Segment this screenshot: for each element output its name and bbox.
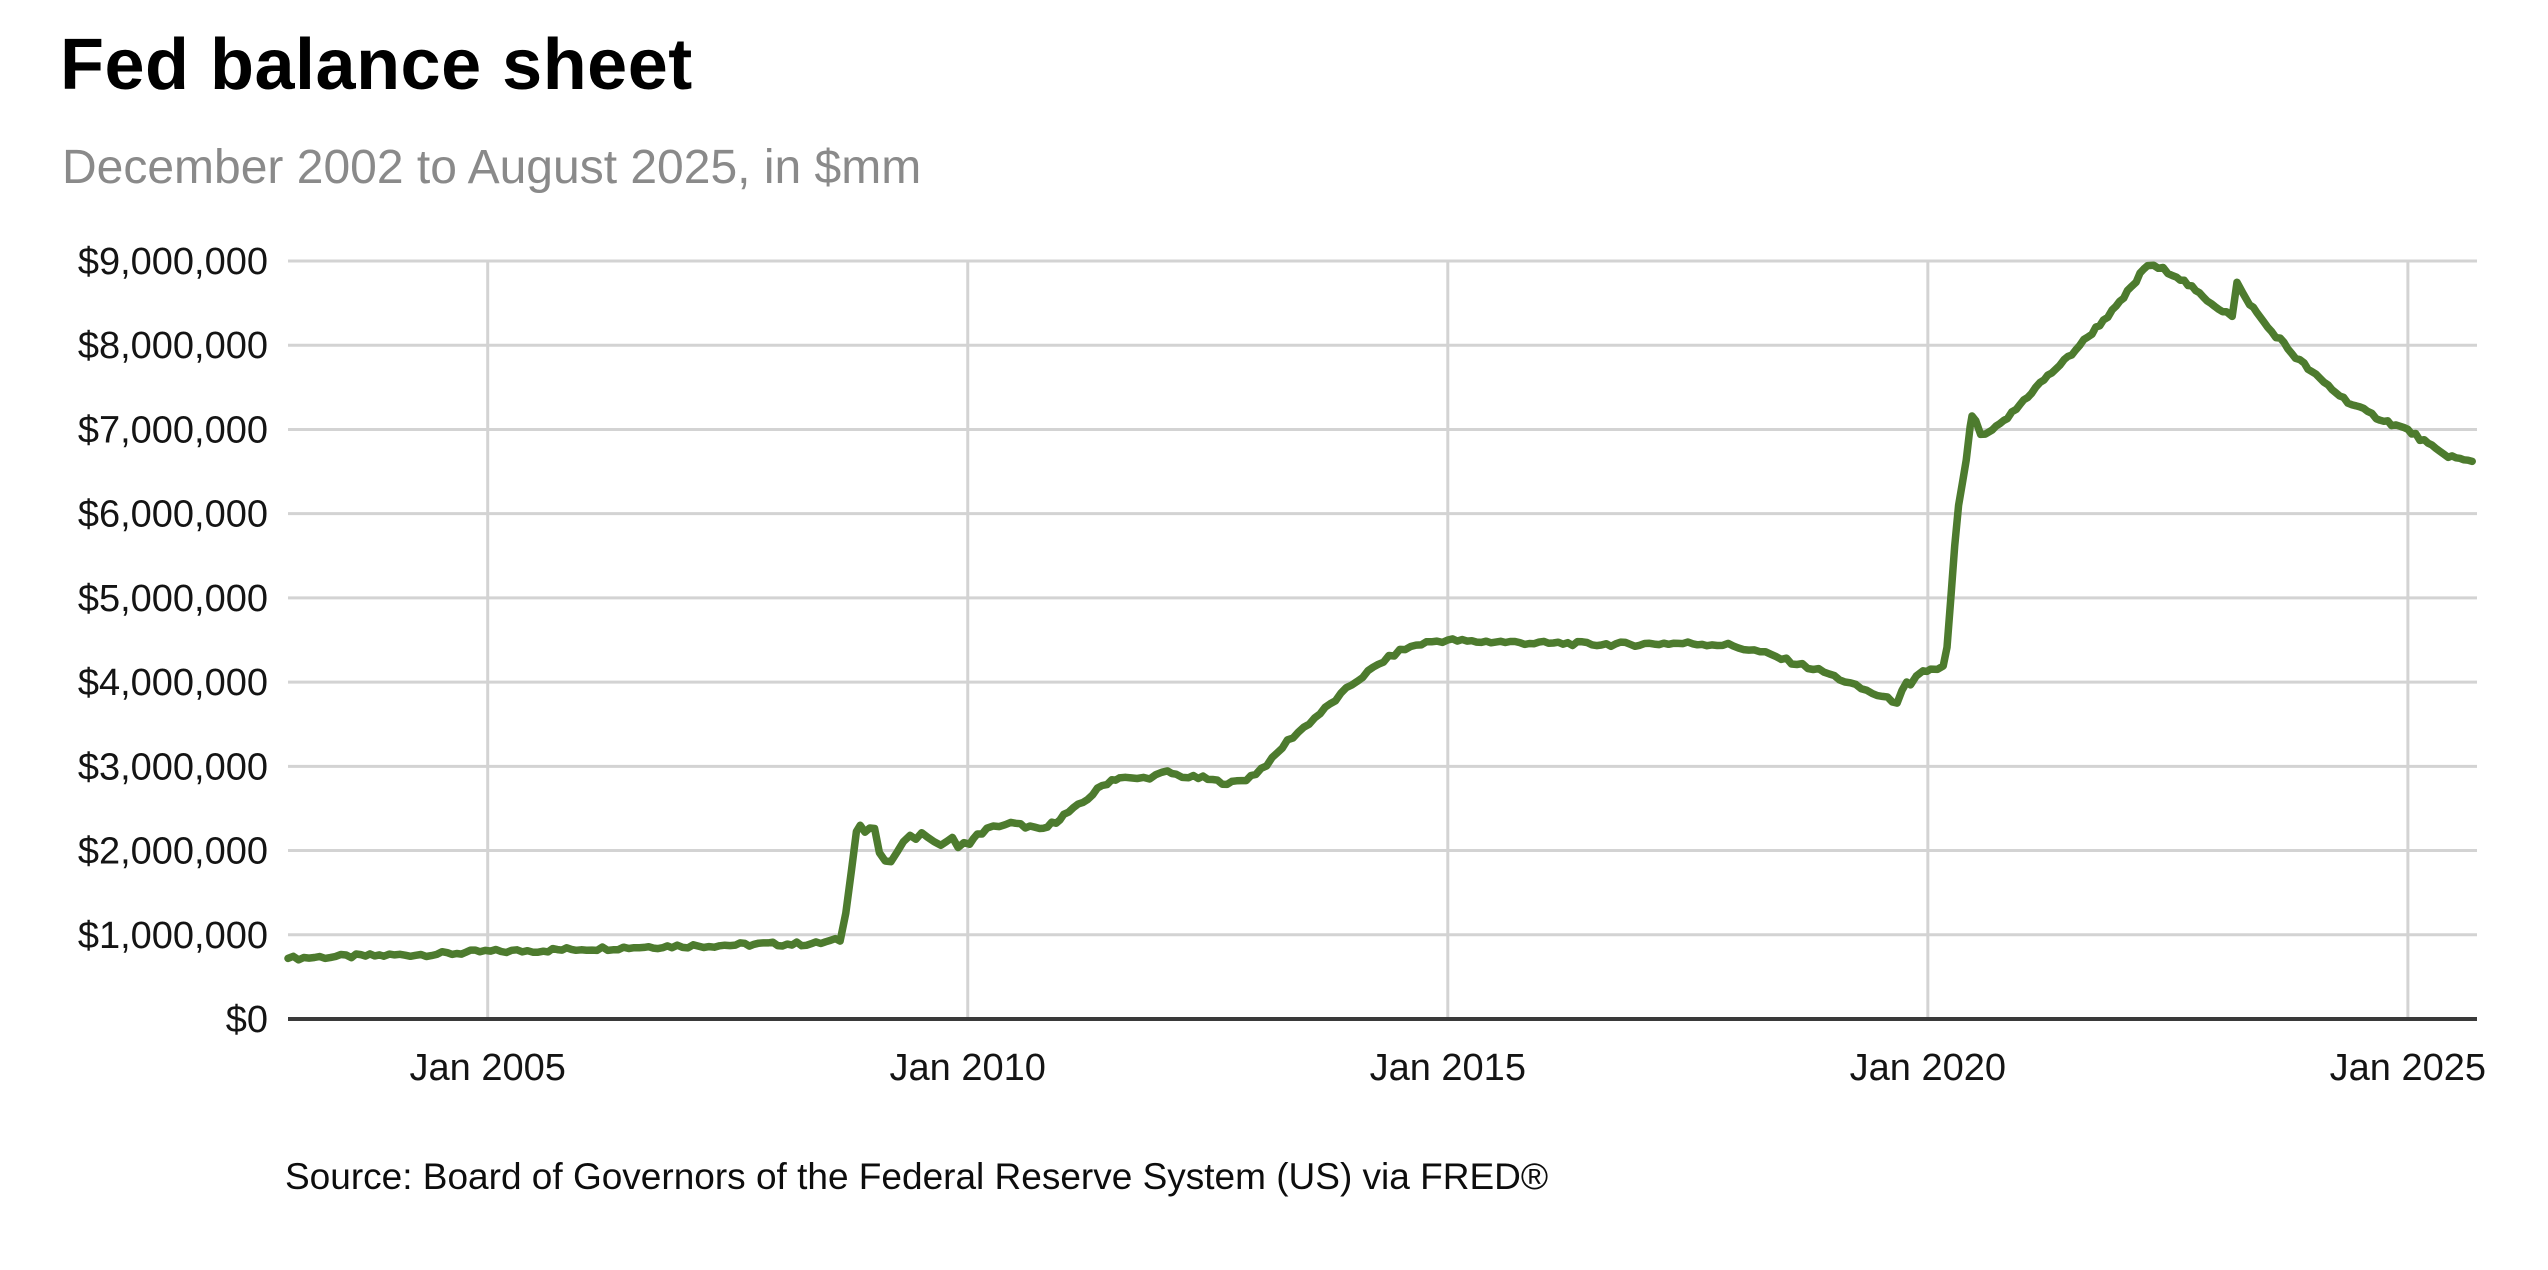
x-tick-label: Jan 2010 [890,1047,1046,1089]
y-tick-label: $7,000,000 [78,409,268,451]
page-title: Fed balance sheet [60,25,693,105]
y-tick-label: $3,000,000 [78,746,268,788]
x-tick-label: Jan 2005 [410,1047,566,1089]
x-tick-label: Jan 2020 [1850,1047,2006,1089]
y-tick-label: $4,000,000 [78,662,268,704]
data-line [284,261,2476,964]
y-tick-label: $2,000,000 [78,831,268,873]
y-tick-label: $8,000,000 [78,325,268,367]
y-tick-label: $1,000,000 [78,915,268,957]
source-note: Source: Board of Governors of the Federa… [285,1156,1549,1197]
page-subtitle: December 2002 to August 2025, in $mm [62,141,922,194]
y-tick-label: $9,000,000 [78,241,268,283]
x-tick-label: Jan 2025 [2330,1047,2486,1089]
y-tick-label: $0 [226,999,268,1041]
x-tick-label: Jan 2015 [1370,1047,1526,1089]
y-tick-label: $6,000,000 [78,494,268,536]
y-tick-label: $5,000,000 [78,578,268,620]
